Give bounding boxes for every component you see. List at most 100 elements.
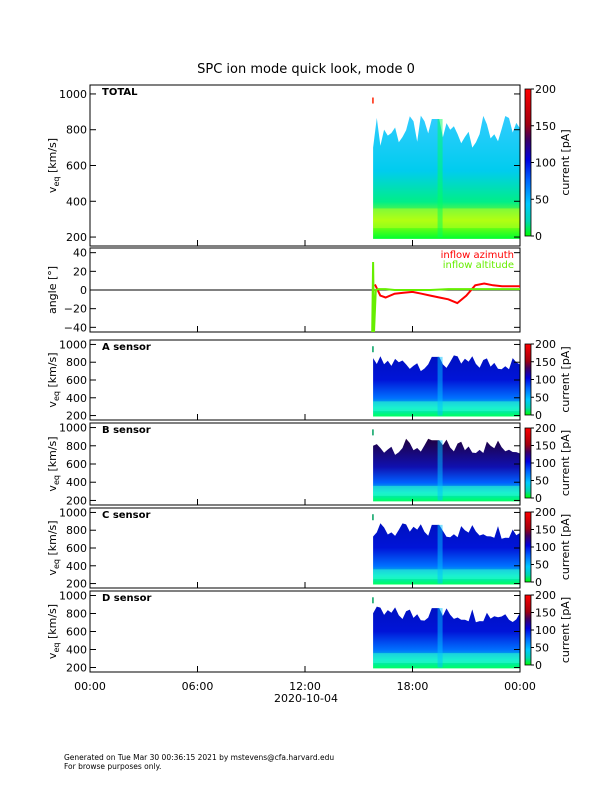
series-line-1 [371, 261, 520, 333]
colorbar-tick-label: 100 [535, 457, 556, 470]
streak [437, 440, 443, 501]
spectrogram-region [373, 355, 520, 417]
y-tick-label: 800 [66, 524, 87, 537]
panel-4: 200 400 600 800 1000 C sensor veq [km/s] 0 50 100… [46, 506, 572, 591]
panel-3: 200 400 600 800 1000 B sensor veq [km/s] 0 50 100… [46, 422, 572, 508]
y-tick-label: 400 [66, 560, 87, 573]
panel-label: B sensor [102, 425, 151, 436]
colorbar-tick-label: 0 [535, 409, 542, 422]
y-axis-label: veq [km/s] [46, 138, 61, 193]
colorbar-tick-label: 0 [535, 230, 542, 243]
y-tick-label: 600 [66, 160, 87, 173]
streak [437, 524, 443, 584]
y-tick-label: 1000 [59, 422, 87, 435]
footer-generated-line: Generated on Tue Mar 30 00:36:15 2021 by… [64, 753, 335, 762]
colorbar-tick-label: 50 [535, 475, 549, 488]
spectrogram-region [373, 523, 520, 585]
spectrogram-region [373, 438, 520, 502]
core-band [373, 569, 520, 580]
y-axis-label: veq [km/s] [46, 352, 61, 407]
date-label: 2020-10-04 [274, 692, 338, 705]
footer-browse-line: For browse purposes only. [64, 762, 162, 771]
early-points [372, 597, 374, 604]
colorbar-label: current [pA] [559, 346, 572, 412]
x-tick-label: 00:00 [504, 680, 536, 693]
panel-2: 200 400 600 800 1000 A sensor veq [km/s] 0 50 100… [46, 338, 572, 423]
colorbar-tick-label: 100 [535, 157, 556, 170]
x-tick-label: 18:00 [397, 680, 429, 693]
y-tick-label: 200 [66, 410, 87, 423]
colorbar-label: current [pA] [559, 514, 572, 580]
core-band [373, 401, 520, 412]
core-band [373, 208, 520, 229]
series-line-0 [374, 282, 520, 305]
x-tick-label: 00:00 [74, 680, 106, 693]
x-tick-label: 06:00 [182, 680, 214, 693]
y-tick-label: 200 [66, 662, 87, 675]
colorbar-tick-label: 150 [535, 440, 556, 453]
colorbar [524, 511, 532, 583]
y-tick-label: 1000 [59, 338, 87, 351]
colorbar-tick-label: 50 [535, 559, 549, 572]
early-points [372, 346, 374, 353]
early-points [372, 514, 374, 521]
colorbar-tick-label: 50 [535, 642, 549, 655]
y-tick-label: 40 [73, 247, 87, 260]
spectrogram-region [373, 606, 520, 669]
streak [437, 608, 443, 668]
early-points [372, 429, 374, 436]
colorbar [524, 594, 532, 666]
colorbar-label: current [pA] [559, 129, 572, 195]
colorbar-label: current [pA] [559, 597, 572, 663]
y-tick-label: 400 [66, 392, 87, 405]
early-points [372, 97, 374, 104]
panel-label: A sensor [102, 342, 151, 353]
colorbar-tick-label: 100 [535, 541, 556, 554]
colorbar-tick-label: 100 [535, 374, 556, 387]
y-tick-label: 200 [66, 578, 87, 591]
spectrogram-region [373, 115, 520, 239]
y-tick-label: 20 [73, 265, 87, 278]
colorbar [524, 427, 532, 499]
colorbar-tick-label: 0 [535, 492, 542, 505]
legend-entry: inflow altitude [443, 260, 514, 271]
y-tick-label: −40 [64, 321, 87, 334]
panel-1: −40 −20 0 20 40 angle [°] inflow azimuthinflow… [46, 247, 521, 334]
panel-label: C sensor [102, 510, 150, 521]
y-axis-label: veq [km/s] [46, 604, 61, 659]
y-axis-label: veq [km/s] [46, 436, 61, 491]
y-tick-label: 200 [66, 494, 87, 507]
time-axis: 00:00 06:00 12:00 18:00 00:00 2020-10-04 [74, 680, 536, 705]
colorbar-tick-label: 100 [535, 624, 556, 637]
colorbar-tick-label: 0 [535, 576, 542, 589]
colorbar-tick-label: 150 [535, 524, 556, 537]
y-tick-label: 600 [66, 458, 87, 471]
y-tick-label: 800 [66, 440, 87, 453]
colorbar [524, 88, 532, 237]
y-axis-label: veq [km/s] [46, 520, 61, 575]
panel-5: 200 400 600 800 1000 D sensor veq [km/s] 0 50 100… [46, 589, 572, 675]
colorbar-tick-label: 0 [535, 659, 542, 672]
y-tick-label: 600 [66, 542, 87, 555]
y-tick-label: 600 [66, 374, 87, 387]
legend-entry: inflow azimuth [441, 250, 514, 261]
colorbar-tick-label: 150 [535, 607, 556, 620]
colorbar-tick-label: 150 [535, 356, 556, 369]
colorbar-tick-label: 200 [535, 338, 556, 351]
colorbar-tick-label: 200 [535, 83, 556, 96]
y-tick-label: 800 [66, 356, 87, 369]
colorbar-tick-label: 200 [535, 589, 556, 602]
y-tick-label: 400 [66, 476, 87, 489]
y-tick-label: 200 [66, 231, 87, 244]
y-tick-label: 0 [80, 284, 87, 297]
colorbar-label: current [pA] [559, 430, 572, 496]
streak [437, 356, 443, 416]
y-tick-label: 1000 [59, 88, 87, 101]
panel-0: 200 400 600 800 1000 TOTAL veq [km/s] 0 50 100 150… [46, 83, 572, 247]
y-axis-label: angle [°] [46, 266, 59, 314]
colorbar-tick-label: 200 [535, 506, 556, 519]
colorbar-tick-label: 150 [535, 120, 556, 133]
y-tick-label: 600 [66, 626, 87, 639]
colorbar-tick-label: 50 [535, 193, 549, 206]
